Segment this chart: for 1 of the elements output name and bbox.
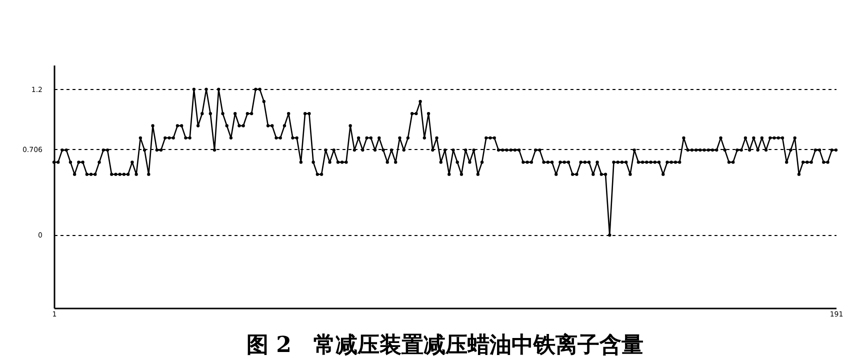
text: 图 2 常减压装置减压蜡油中铁离子含量 xyxy=(246,332,644,358)
